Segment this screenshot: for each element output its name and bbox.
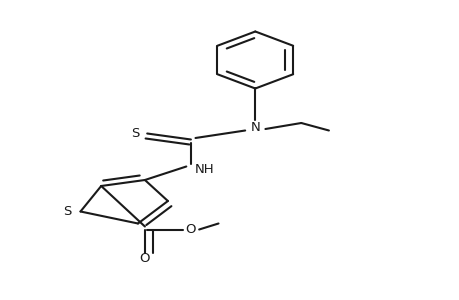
Text: O: O <box>140 251 150 265</box>
Text: S: S <box>131 127 140 140</box>
Text: NH: NH <box>195 163 214 176</box>
Text: O: O <box>185 223 196 236</box>
Text: S: S <box>63 205 72 218</box>
Text: N: N <box>250 121 260 134</box>
